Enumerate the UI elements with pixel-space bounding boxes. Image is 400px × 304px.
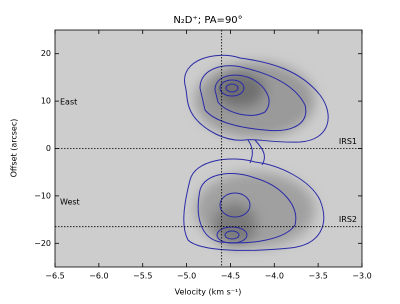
x-tick-label: −6.5 [45,272,64,281]
annotation: East [60,98,77,107]
y-tick-label: 0 [46,144,51,153]
annotation: IRS2 [339,215,357,224]
y-tick-label: 20 [41,49,51,58]
x-tick-label: −4.0 [265,272,284,281]
chart-title: N₂D⁺; PA=90° [173,15,242,26]
y-axis-label: Offset (arcsec) [10,119,19,178]
annotation: West [60,197,80,206]
annotation: IRS1 [339,137,357,146]
y-tick-label: −20 [34,239,51,248]
x-tick-label: −5.0 [177,272,196,281]
x-tick-label: −6.0 [89,272,108,281]
x-tick-label: −3.5 [308,272,327,281]
x-axis-label: Velocity (km s⁻¹) [175,288,242,297]
x-tick-label: −4.5 [221,272,240,281]
x-tick-label: −3.0 [352,272,371,281]
y-tick-label: 10 [41,97,51,106]
x-tick-label: −5.5 [133,272,152,281]
y-tick-label: −10 [34,191,51,200]
emission-map [183,54,329,251]
contours [183,54,329,251]
